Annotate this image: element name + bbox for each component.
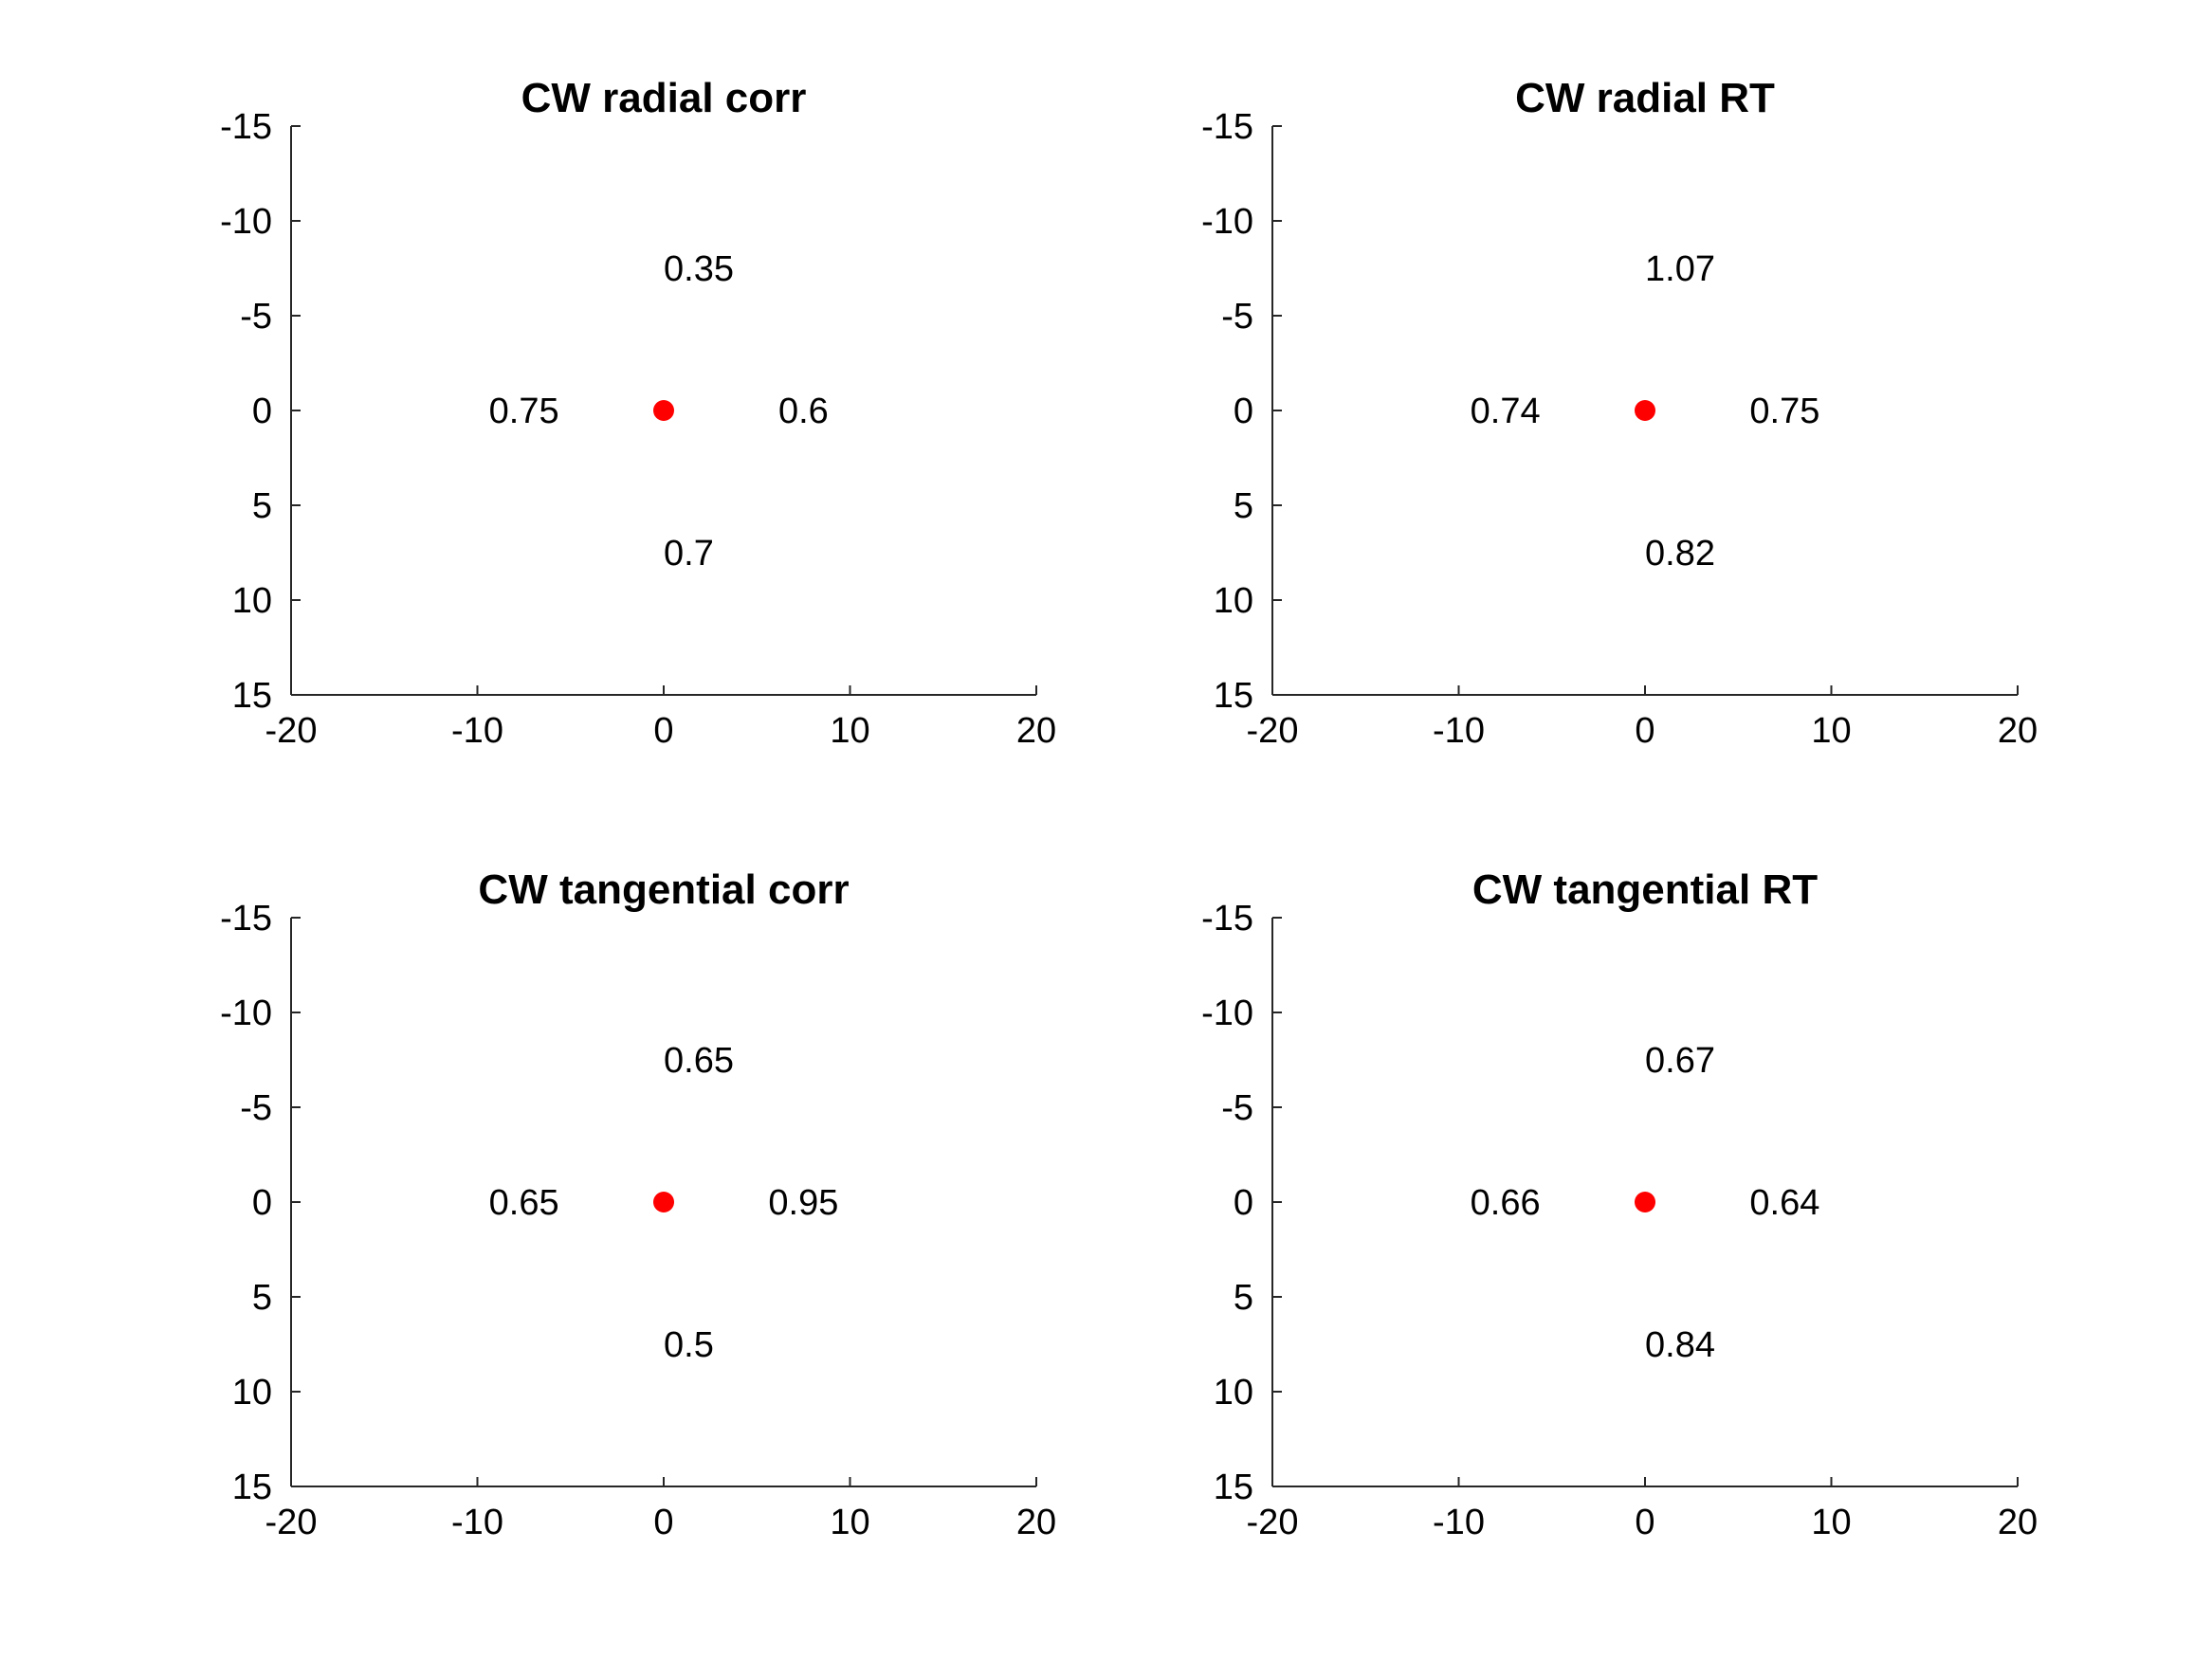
x-tick-label: 10 [1811, 1503, 1851, 1542]
data-label: 0.7 [664, 534, 714, 574]
y-tick-label: -10 [1201, 202, 1253, 242]
y-tick-label: -5 [240, 1088, 272, 1128]
y-tick-label: -10 [220, 202, 272, 242]
subplot: -20 -10 0 10 20 -15 -10 -5 0 5 10 15 CW radial corr 0… [220, 75, 1056, 751]
y-tick-label: 5 [1234, 486, 1253, 526]
data-label: 0.67 [1645, 1041, 1715, 1081]
y-tick-label: 10 [232, 1373, 272, 1413]
data-label: 0.75 [489, 392, 559, 431]
x-tick-label: 10 [830, 711, 869, 751]
subplot: -20 -10 0 10 20 -15 -10 -5 0 5 10 15 CW tangential R… [1201, 866, 2038, 1542]
y-tick-label: -15 [1201, 899, 1253, 939]
y-tick-label: -15 [220, 899, 272, 939]
data-label: 0.75 [1749, 392, 1819, 431]
y-tick-label: -15 [1201, 107, 1253, 147]
fixation-point [653, 1192, 674, 1212]
y-tick-label: -15 [220, 107, 272, 147]
y-tick-label: 10 [1214, 1373, 1253, 1413]
y-tick-label: -10 [220, 994, 272, 1033]
y-tick-label: 15 [1214, 1468, 1253, 1507]
x-tick-label: 20 [1016, 1503, 1056, 1542]
y-tick-label: 0 [252, 392, 272, 431]
subplot: -20 -10 0 10 20 -15 -10 -5 0 5 10 15 CW radial RT 1.0… [1201, 75, 2038, 751]
x-tick-label: 10 [1811, 711, 1851, 751]
data-label: 0.84 [1645, 1325, 1715, 1365]
y-tick-label: 15 [232, 1468, 272, 1507]
y-tick-label: -10 [1201, 994, 1253, 1033]
data-label: 0.65 [489, 1183, 559, 1223]
y-tick-label: -5 [1221, 297, 1253, 337]
data-label: 0.6 [778, 392, 829, 431]
x-tick-label: -10 [451, 1503, 503, 1542]
x-tick-label: 10 [830, 1503, 869, 1542]
x-tick-label: 0 [1635, 711, 1654, 751]
data-label: 1.07 [1645, 249, 1715, 289]
x-tick-label: -20 [265, 711, 318, 751]
y-tick-label: 5 [252, 1278, 272, 1318]
data-label: 0.95 [768, 1183, 838, 1223]
fixation-point [653, 400, 674, 421]
x-tick-label: 0 [653, 711, 673, 751]
x-tick-label: -10 [451, 711, 503, 751]
x-tick-label: -10 [1433, 1503, 1485, 1542]
y-tick-label: -5 [1221, 1088, 1253, 1128]
x-tick-label: -20 [1247, 711, 1299, 751]
x-tick-label: -20 [1247, 1503, 1299, 1542]
data-label: 0.82 [1645, 534, 1715, 574]
data-label: 0.74 [1471, 392, 1541, 431]
panel-title: CW radial RT [1515, 75, 1775, 121]
data-label: 0.35 [664, 249, 734, 289]
data-label: 0.5 [664, 1325, 714, 1365]
panel-title: CW radial corr [521, 75, 807, 121]
y-tick-label: 0 [252, 1183, 272, 1223]
y-tick-label: -5 [240, 297, 272, 337]
y-tick-label: 5 [252, 486, 272, 526]
subplot: -20 -10 0 10 20 -15 -10 -5 0 5 10 15 CW tangential c… [220, 866, 1056, 1542]
y-tick-label: 0 [1234, 392, 1253, 431]
x-tick-label: -20 [265, 1503, 318, 1542]
y-tick-label: 0 [1234, 1183, 1253, 1223]
data-label: 0.64 [1749, 1183, 1819, 1223]
y-tick-label: 15 [1214, 676, 1253, 716]
x-tick-label: -10 [1433, 711, 1485, 751]
y-tick-label: 10 [1214, 581, 1253, 621]
x-tick-label: 0 [653, 1503, 673, 1542]
y-tick-label: 10 [232, 581, 272, 621]
fixation-point [1635, 400, 1655, 421]
y-tick-label: 5 [1234, 1278, 1253, 1318]
data-label: 0.65 [664, 1041, 734, 1081]
x-tick-label: 0 [1635, 1503, 1654, 1542]
panel-title: CW tangential corr [478, 866, 849, 913]
x-tick-label: 20 [1016, 711, 1056, 751]
data-label: 0.66 [1471, 1183, 1541, 1223]
panel-title: CW tangential RT [1472, 866, 1818, 913]
y-tick-label: 15 [232, 676, 272, 716]
fixation-point [1635, 1192, 1655, 1212]
x-tick-label: 20 [1998, 711, 2038, 751]
x-tick-label: 20 [1998, 1503, 2038, 1542]
